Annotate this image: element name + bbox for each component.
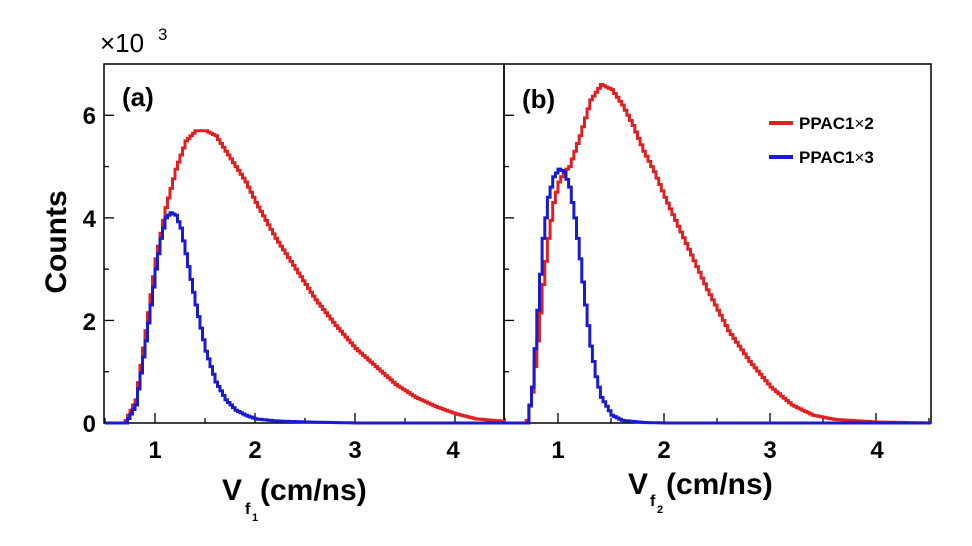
panel-a-x-tick-labels: 1 2 3 4 [148,437,460,464]
series-layer [105,83,931,425]
y-tick-label: 0 [83,411,96,438]
x-tick-label: 1 [551,437,564,464]
x-axis-title-main: V [222,474,242,507]
x-tick-label: 4 [446,437,460,464]
x-axis-title-unit: (cm/ns) [260,474,367,507]
panel-a-x-axis-title: V f 1 (cm/ns) [222,474,367,524]
x-axis-title-sub: f [650,493,656,510]
legend-label-ppac1x3: PPAC1×3 [799,148,874,167]
x-axis-title-subsub: 1 [252,512,258,524]
x-axis-title-unit: (cm/ns) [666,468,773,501]
series-line [105,129,506,425]
y-multiplier-exponent: 3 [158,25,167,44]
legend-label-ppac1x2: PPAC1×2 [799,114,874,133]
x-axis-title-main: V [628,468,648,501]
series-line [505,83,931,425]
x-tick-label: 3 [348,437,361,464]
panel-b-x-tick-labels: 1 2 3 4 [551,437,884,464]
panel-b-x-axis-title: V f 2 (cm/ns) [628,468,773,516]
x-tick-label: 3 [763,437,776,464]
panel-a-frame [103,63,505,424]
legend: PPAC1×2 PPAC1×3 [769,114,874,167]
y-tick-label: 4 [83,206,97,233]
series-line [105,211,505,425]
y-tick-label: 2 [83,309,96,336]
panel-b-label: (b) [522,84,555,114]
panel-a-label: (a) [122,82,154,112]
series-line [505,167,931,425]
x-axis-title-sub: f [245,501,251,518]
x-tick-label: 2 [657,437,670,464]
y-axis-title: Counts [40,190,73,293]
y-tick-labels: 0 2 4 6 [83,103,97,438]
x-tick-label: 1 [148,437,161,464]
y-multiplier-base: ×10 [100,28,144,58]
y-tick-label: 6 [83,103,96,130]
x-axis-title-subsub: 2 [657,504,663,516]
x-tick-label: 2 [248,437,261,464]
x-tick-label: 4 [870,437,884,464]
